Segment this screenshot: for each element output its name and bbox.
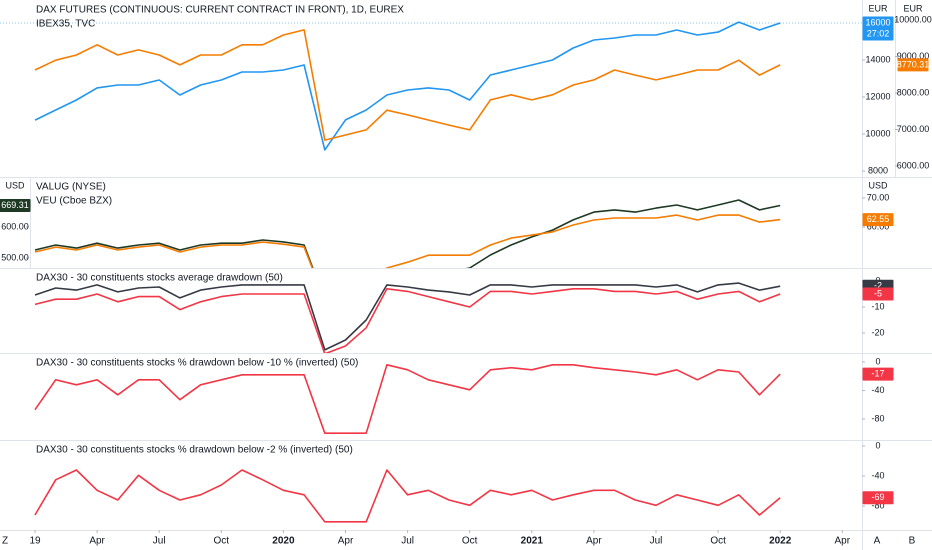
last-value-label: -17 [871,368,884,378]
y-tick-label: 500.00 [1,252,29,262]
plot-area [34,199,781,268]
y-tick-label: 9000.00 [897,51,930,61]
last-value-box [862,491,894,505]
last-value-box [862,213,894,227]
control-button[interactable]: Z [2,536,8,547]
last-value-label: -2 [874,281,882,291]
x-tick-label: Jul [153,536,166,547]
last-value-label: -69 [871,492,884,502]
plot-area [34,469,781,523]
y-tick-label: -80 [871,413,884,423]
axis-unit: USD [5,180,25,190]
y-tick-label: -40 [871,470,884,480]
last-value-label: 16000 [865,17,890,27]
axis-unit: EUR [903,3,923,13]
y-tick-label: 70.00 [867,192,890,202]
countdown-label: 27:02 [867,28,890,38]
x-tick-label: 2020 [272,536,295,547]
control-button[interactable]: A [874,536,881,547]
series-line [34,21,781,151]
plot-area [34,282,781,353]
x-tick-label: 2022 [769,536,792,547]
y-tick-label: 7000.00 [897,124,930,134]
y-tick-label: 10000 [865,128,890,138]
pane-title: DAX30 - 30 constituents stocks average d… [36,273,283,284]
y-tick-label: -10 [871,301,884,311]
last-value-box [862,16,894,41]
last-value-label: 8770.31 [897,59,930,69]
x-tick-label: Oct [710,536,726,547]
last-value-box [862,367,894,381]
y-tick-label: -80 [871,500,884,510]
x-tick-label: Apr [338,536,354,547]
x-tick-label: Oct [214,536,230,547]
x-tick-label: Oct [462,536,478,547]
legend-entry: VEU (Cboe BZX) [36,196,112,207]
series-line [34,282,781,351]
x-tick-label: 19 [29,536,41,547]
plot-area [34,364,781,434]
x-tick-label: 2021 [521,536,544,547]
y-tick-label: 6000.00 [897,160,930,170]
y-tick-label: 10000.00 [894,14,932,24]
last-value-box [0,198,31,212]
pane-title: DAX30 - 30 constituents stocks % drawdow… [36,358,358,369]
y-tick-label: 12000 [865,91,890,101]
y-tick-label: 8000.00 [897,87,930,97]
y-tick-label: -20 [871,327,884,337]
last-value-label: 62.55 [867,214,890,224]
y-tick-label: 8000 [868,165,888,175]
y-tick-label: -40 [871,385,884,395]
series-line [34,364,781,434]
x-tick-label: Jul [401,536,414,547]
y-tick-label: 0 [875,440,880,450]
series-line [34,214,781,268]
last-value-box [897,58,929,72]
y-tick-label: 600.00 [1,221,29,231]
x-tick-label: Apr [586,536,602,547]
legend-entry: IBEX35, TVC [36,19,95,30]
y-tick-label: 14000 [865,54,890,64]
pane-title: DAX30 - 30 constituents stocks % drawdow… [36,445,353,456]
y-tick-label: 0 [875,356,880,366]
y-tick-label: 60.00 [867,221,890,231]
plot-area [34,21,781,151]
legend-entry: VALUG (NYSE) [36,182,106,193]
series-line [34,199,781,268]
series-line [34,469,781,523]
x-tick-label: Apr [89,536,105,547]
series-line [34,288,781,353]
axis-unit: EUR [868,3,888,13]
last-value-box [862,287,894,301]
legend-entry: DAX FUTURES (CONTINUOUS: CURRENT CONTRAC… [36,5,404,16]
x-tick-label: Apr [835,536,851,547]
x-tick-label: Jul [650,536,663,547]
last-value-label: -5 [874,288,882,298]
control-button[interactable]: B [909,536,916,547]
series-line [34,29,781,141]
last-value-label: 669.31 [1,200,29,210]
axis-unit: USD [868,180,888,190]
